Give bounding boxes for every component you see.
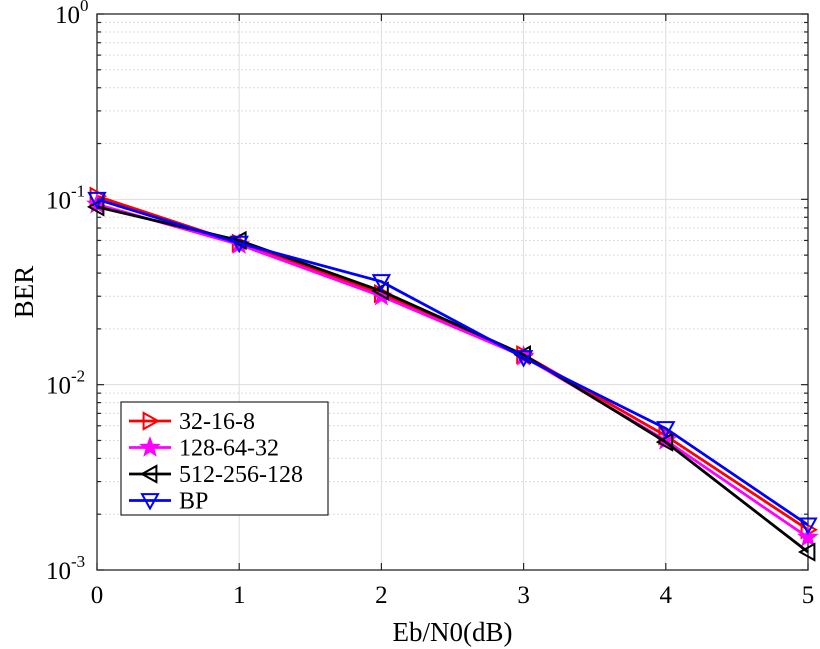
legend-item: 128-64-32 — [129, 436, 279, 462]
x-tick-label: 3 — [517, 582, 530, 609]
data-point — [797, 525, 819, 547]
series-line — [96, 202, 809, 539]
y-tick-label: 10 -1 — [46, 181, 85, 214]
legend-label: 512-256-128 — [179, 462, 303, 488]
x-tick-label: 5 — [802, 582, 815, 609]
y-tick-label: 10 0 — [55, 0, 89, 29]
x-tick-label: 2 — [375, 582, 388, 609]
data-point — [513, 350, 534, 368]
y-tick-label: 10 -3 — [46, 552, 85, 585]
legend-item: 32-16-8 — [129, 409, 255, 435]
legend-marker — [139, 464, 158, 484]
legend-label: BP — [179, 489, 208, 515]
y-tick-exponent: -3 — [71, 552, 85, 571]
y-tick-base: 10 — [46, 373, 71, 400]
data-point — [86, 197, 105, 217]
data-point — [371, 274, 392, 292]
y-tick-exponent: -1 — [71, 181, 85, 200]
data-point — [655, 432, 674, 452]
y-tick-label: 10 -2 — [46, 367, 85, 400]
series-line — [96, 197, 809, 527]
y-axis-title: BER — [9, 266, 39, 319]
y-tick-exponent: 0 — [80, 0, 89, 15]
legend-item: BP — [129, 489, 208, 515]
data-point — [87, 191, 107, 210]
legend-marker — [139, 436, 161, 457]
legend-marker — [140, 493, 160, 511]
x-tick-label: 0 — [91, 582, 104, 609]
legend-item: 512-256-128 — [129, 462, 303, 488]
y-tick-base: 10 — [55, 2, 80, 29]
data-point — [229, 235, 249, 254]
data-point — [656, 421, 676, 439]
legend-marker — [142, 411, 161, 431]
legend-label: 32-16-8 — [179, 409, 255, 435]
series-BP — [87, 191, 818, 536]
x-tick-label: 4 — [660, 582, 673, 609]
legend-label: 128-64-32 — [179, 436, 279, 462]
tick-marks — [96, 13, 809, 571]
x-tick-label: 1 — [233, 582, 246, 609]
y-tick-exponent: -2 — [71, 367, 85, 386]
axes-box — [96, 13, 809, 571]
y-tick-base: 10 — [46, 187, 71, 214]
data-point — [797, 542, 816, 562]
y-tick-base: 10 — [46, 558, 71, 585]
data-point — [798, 517, 818, 536]
x-axis-title: Eb/N0(dB) — [393, 617, 513, 647]
